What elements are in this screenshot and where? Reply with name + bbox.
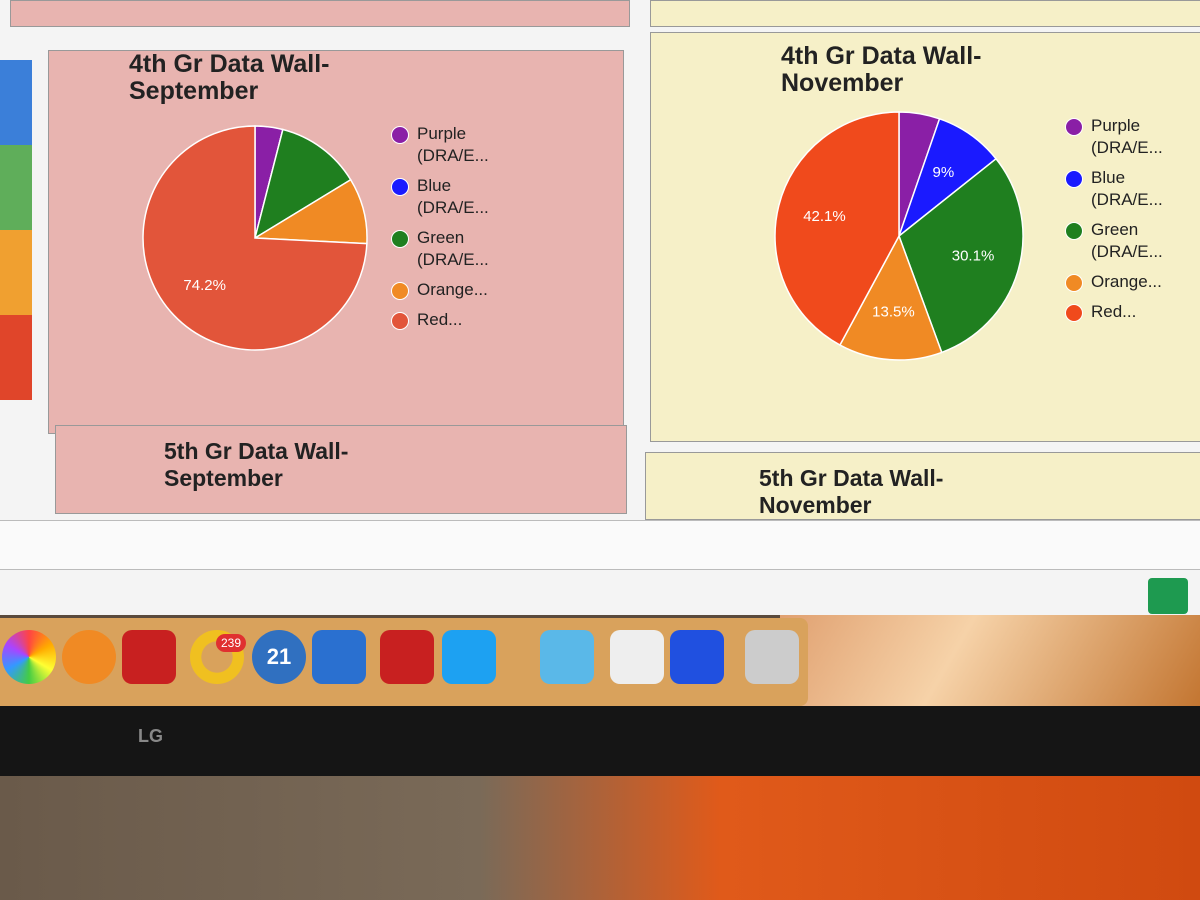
toolbar [0, 520, 1200, 570]
legend-label: Green (DRA/E... [1091, 220, 1163, 261]
legend-item: Red... [391, 309, 501, 331]
pie-slice [774, 111, 900, 347]
legend-label: Orange... [1091, 272, 1162, 291]
top-panel-left [10, 0, 630, 27]
panel-title: 5th Gr Data Wall- November [759, 465, 944, 518]
legend-item: Purple (DRA/E... [391, 123, 501, 167]
clock-icon[interactable]: 21 [252, 630, 306, 684]
slice-label: 30.1% [952, 248, 995, 265]
monitor-bezel [0, 706, 1200, 776]
monitor-brand: LG [138, 726, 163, 746]
slice-label: 42.1% [803, 208, 846, 225]
pdf-icon[interactable] [380, 630, 434, 684]
legend: Purple (DRA/E... Blue (DRA/E... Green (DRA… [1065, 115, 1175, 331]
legend-item: Red... [1065, 301, 1175, 323]
add-button[interactable] [1148, 578, 1188, 614]
legend-swatch [391, 230, 409, 248]
pie: 9% 30.1% 13.5% 42.1% [774, 111, 1024, 361]
legend-label: Purple (DRA/E... [1091, 116, 1163, 157]
legend-swatch [1065, 222, 1083, 240]
chart-title: 4th Gr Data Wall- September [129, 50, 330, 105]
legend-swatch [391, 282, 409, 300]
legend-item: Blue (DRA/E... [1065, 167, 1175, 211]
legend-swatch [1065, 304, 1083, 322]
chart-title: 4th Gr Data Wall- November [781, 42, 982, 97]
legend-swatch [391, 126, 409, 144]
panel: 5th Gr Data Wall- November [645, 452, 1200, 520]
legend-swatch [1065, 118, 1083, 136]
legend-label: Blue (DRA/E... [417, 176, 489, 217]
legend-swatch [1065, 170, 1083, 188]
legend-swatch [391, 312, 409, 330]
folder-icon[interactable] [540, 630, 594, 684]
pie-slice [253, 128, 352, 240]
legend-swatch [1065, 274, 1083, 292]
legend-item: Orange... [391, 279, 501, 301]
pie-slice [838, 234, 943, 361]
panel-title: 5th Gr Data Wall- September [164, 438, 349, 491]
word-icon[interactable] [312, 630, 366, 684]
room [0, 776, 1200, 900]
panel: 5th Gr Data Wall- September [55, 425, 627, 514]
slice-label: 74.2% [183, 277, 226, 294]
side-strip [0, 60, 32, 400]
pie: 74.2% [142, 125, 368, 351]
chart-panel: 4th Gr Data Wall- September 74.2% Purple (… [48, 50, 624, 434]
legend-label: Red... [1091, 302, 1137, 321]
books-icon[interactable] [62, 630, 116, 684]
legend-label: Blue (DRA/E... [1091, 168, 1163, 209]
legend-item: Green (DRA/E... [391, 227, 501, 271]
legend: Purple (DRA/E... Blue (DRA/E... Green (DRA… [391, 123, 501, 339]
chart-panel: 4th Gr Data Wall- November 9% 30.1% 13.5% 42… [650, 32, 1200, 442]
legend-label: Orange... [417, 280, 488, 299]
legend-item: Purple (DRA/E... [1065, 115, 1175, 159]
legend-swatch [391, 178, 409, 196]
twitter-icon[interactable] [442, 630, 496, 684]
top-panel-right [650, 0, 1200, 27]
pie-slice [142, 125, 368, 351]
acrobat-icon[interactable] [122, 630, 176, 684]
chrome-window-icon[interactable] [670, 630, 724, 684]
legend-item: Green (DRA/E... [1065, 219, 1175, 263]
trash-icon[interactable] [745, 630, 799, 684]
legend-item: Orange... [1065, 271, 1175, 293]
legend-label: Red... [417, 310, 463, 329]
badge: 239 [216, 634, 247, 652]
legend-label: Purple (DRA/E... [417, 124, 489, 165]
photos-icon[interactable] [2, 630, 56, 684]
slice-label: 13.5% [872, 304, 915, 321]
pdf-file-icon[interactable] [610, 630, 664, 684]
legend-item: Blue (DRA/E... [391, 175, 501, 219]
pie-slice [898, 157, 1024, 354]
slice-label: 9% [933, 164, 955, 181]
legend-label: Green (DRA/E... [417, 228, 489, 269]
